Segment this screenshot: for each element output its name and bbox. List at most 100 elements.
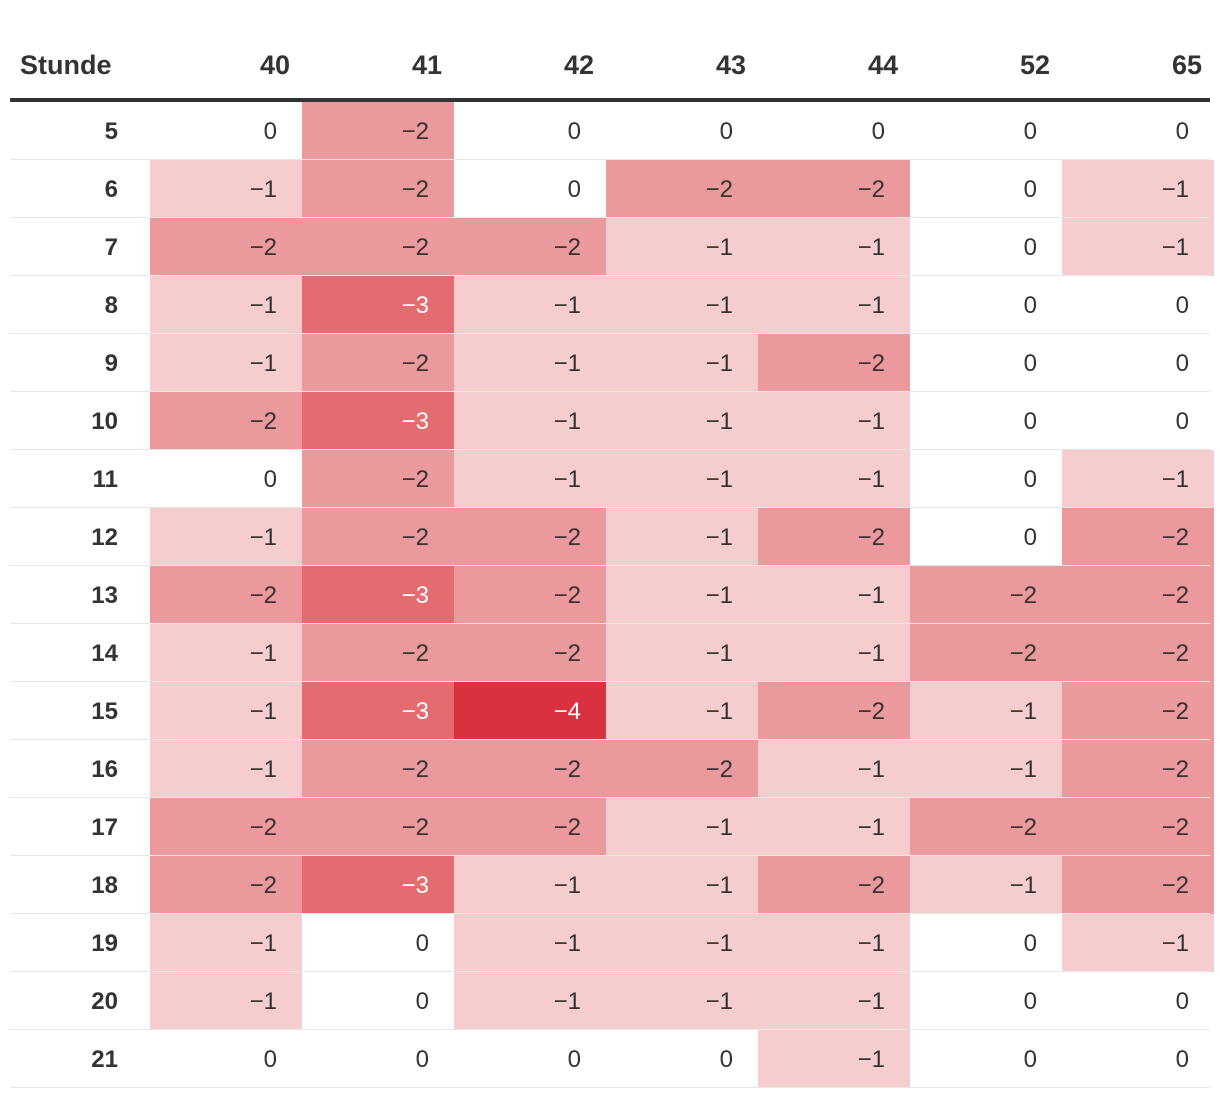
row-label: 13	[91, 582, 118, 609]
heatmap-cell: −1	[454, 914, 606, 972]
heatmap-cell: −2	[606, 740, 758, 798]
heatmap-cell: 0	[910, 102, 1062, 160]
heatmap-cell: −1	[454, 856, 606, 914]
heatmap-cell: −3	[302, 392, 454, 450]
table-row: 15 −1 −3 −4 −1 −2 −1 −2	[10, 682, 1214, 740]
row-divider	[10, 739, 1210, 740]
heatmap-cell: 0	[302, 1030, 454, 1088]
heatmap-cell: 0	[454, 1030, 606, 1088]
heatmap-cell: −3	[302, 856, 454, 914]
heatmap-cell: 0	[454, 102, 606, 160]
heatmap-table: Stunde 40 41 42 43 44 52 65 5 0 −2 0 0 0 0 0 6 −1 −2 0 −2−…	[10, 30, 1214, 1088]
heatmap-cell: −2	[454, 566, 606, 624]
row-label: 17	[91, 814, 118, 841]
row-label: 16	[91, 756, 118, 783]
row-label: 18	[91, 872, 118, 899]
heatmap-cell: −1	[150, 740, 302, 798]
heatmap-cell: −2	[302, 740, 454, 798]
row-divider	[10, 217, 1210, 218]
heatmap-cell: −2	[1062, 508, 1214, 566]
heatmap-cell: −1	[150, 624, 302, 682]
heatmap-cell: −1	[150, 682, 302, 740]
row-divider	[10, 797, 1210, 798]
heatmap-cell: −1	[606, 334, 758, 392]
heatmap-cell: −1	[606, 218, 758, 276]
heatmap-cell: −1	[758, 914, 910, 972]
heatmap-cell: −1	[454, 972, 606, 1030]
heatmap-cell: −2	[150, 798, 302, 856]
row-label: 14	[91, 640, 118, 667]
table-header: Stunde 40 41 42 43 44 52 65	[10, 30, 1210, 102]
row-divider	[10, 159, 1210, 160]
table-body: 5 0 −2 0 0 0 0 0 6 −1 −2 0 −2 −2 0 −1 7 −2 −2 −2 −1 −1 0 −1 8 −1−…	[10, 102, 1214, 1088]
heatmap-cell: 0	[910, 334, 1062, 392]
row-label: 6	[104, 176, 118, 203]
row-label: 10	[91, 408, 118, 435]
heatmap-cell: −3	[302, 276, 454, 334]
heatmap-cell: −2	[302, 218, 454, 276]
heatmap-cell: −1	[454, 276, 606, 334]
heatmap-cell: −2	[454, 218, 606, 276]
heatmap-cell: −1	[758, 740, 910, 798]
heatmap-cell: −1	[454, 392, 606, 450]
row-divider	[10, 1029, 1210, 1030]
heatmap-cell: −1	[758, 624, 910, 682]
row-divider	[10, 971, 1210, 972]
heatmap-cell: 0	[1062, 1030, 1214, 1088]
heatmap-cell: 0	[910, 914, 1062, 972]
heatmap-cell: 0	[910, 972, 1062, 1030]
heatmap-cell: −3	[302, 566, 454, 624]
heatmap-cell: −2	[1062, 740, 1214, 798]
heatmap-cell: 0	[606, 102, 758, 160]
heatmap-cell: −2	[302, 102, 454, 160]
row-label: 12	[91, 524, 118, 551]
heatmap-cell: −2	[454, 508, 606, 566]
heatmap-cell: −2	[302, 508, 454, 566]
row-divider	[10, 913, 1210, 914]
heatmap-cell: −2	[1062, 624, 1214, 682]
heatmap-cell: −2	[1062, 798, 1214, 856]
column-header-44: 44	[867, 50, 898, 80]
heatmap-cell: −1	[1062, 450, 1214, 508]
heatmap-cell: −2	[758, 160, 910, 218]
heatmap-cell: −1	[454, 334, 606, 392]
heatmap-cell: −2	[910, 624, 1062, 682]
heatmap-cell: −1	[910, 856, 1062, 914]
heatmap-cell: −1	[758, 566, 910, 624]
column-header-42: 42	[563, 50, 594, 80]
heatmap-cell: −2	[302, 160, 454, 218]
heatmap-cell: −1	[606, 276, 758, 334]
heatmap-cell: 0	[910, 160, 1062, 218]
row-label: 19	[91, 930, 118, 957]
row-label: 15	[91, 698, 118, 725]
table-row: 6 −1 −2 0 −2 −2 0 −1	[10, 160, 1214, 218]
heatmap-cell: −2	[302, 334, 454, 392]
heatmap-cell: −1	[1062, 914, 1214, 972]
row-label: 9	[104, 350, 118, 377]
heatmap-cell: 0	[910, 508, 1062, 566]
row-divider	[10, 449, 1210, 450]
heatmap-cell: −2	[454, 624, 606, 682]
heatmap-cell: −1	[606, 450, 758, 508]
row-divider	[10, 1087, 1210, 1088]
heatmap-cell: 0	[1062, 392, 1214, 450]
heatmap-cell: −1	[606, 682, 758, 740]
heatmap-cell: −1	[606, 566, 758, 624]
row-divider	[10, 275, 1210, 276]
heatmap-cell: −2	[454, 740, 606, 798]
heatmap-cell: 0	[758, 102, 910, 160]
heatmap-cell: −2	[302, 798, 454, 856]
heatmap-cell: 0	[150, 1030, 302, 1088]
heatmap-cell: 0	[910, 450, 1062, 508]
table-row: 7 −2 −2 −2 −1 −1 0 −1	[10, 218, 1214, 276]
heatmap-cell: −4	[454, 682, 606, 740]
heatmap-cell: 0	[606, 1030, 758, 1088]
heatmap-cell: 0	[910, 218, 1062, 276]
heatmap-cell: −1	[758, 798, 910, 856]
row-label: 7	[104, 234, 118, 261]
table-row: 18 −2 −3 −1 −1 −2 −1 −2	[10, 856, 1214, 914]
row-label: 20	[91, 988, 118, 1015]
heatmap-cell: −2	[150, 392, 302, 450]
table-row: 14 −1 −2 −2 −1 −1 −2 −2	[10, 624, 1214, 682]
heatmap-cell: 0	[150, 450, 302, 508]
